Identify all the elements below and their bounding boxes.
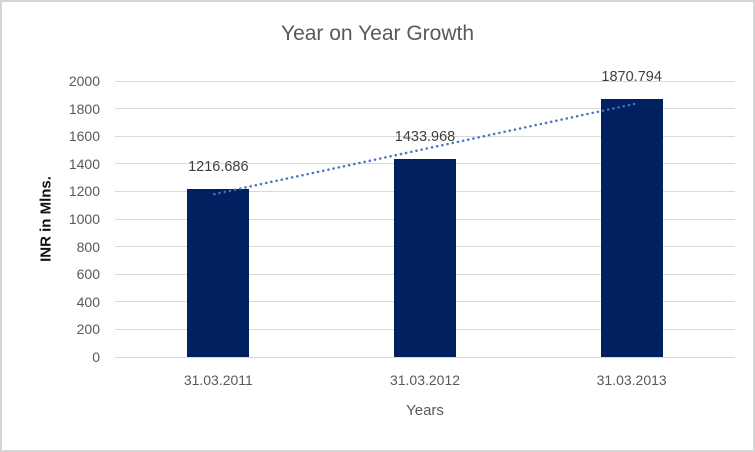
bar [187,189,250,357]
bar-value-label: 1216.686 [188,159,249,176]
y-tick-label: 2000 [68,73,100,89]
y-tick-label: 1200 [68,183,100,200]
gridline [115,356,735,358]
bar [394,159,456,357]
y-tick-label: 1000 [68,211,100,227]
bar-value-label: 1433.968 [394,129,456,146]
y-tick-label: 600 [76,266,100,283]
y-tick-label: 1800 [68,100,100,117]
x-tick-label: 31.03.2012 [389,372,461,388]
y-tick-label: 400 [76,293,100,310]
y-tick-label: 1600 [68,128,100,145]
y-tick-label: 0 [92,349,100,365]
x-axis-title: Years [406,402,444,419]
chart-title: Year on Year Growth [280,22,475,45]
y-tick-label: 200 [76,321,100,338]
bar-value-label: 1870.794 [601,68,662,85]
bar [600,98,663,357]
x-tick-label: 31.03.2013 [596,372,667,388]
y-tick-label: 1400 [68,155,100,172]
gridline [115,80,735,82]
x-tick-label: 31.03.2011 [183,372,253,388]
y-tick-label: 800 [76,238,100,255]
